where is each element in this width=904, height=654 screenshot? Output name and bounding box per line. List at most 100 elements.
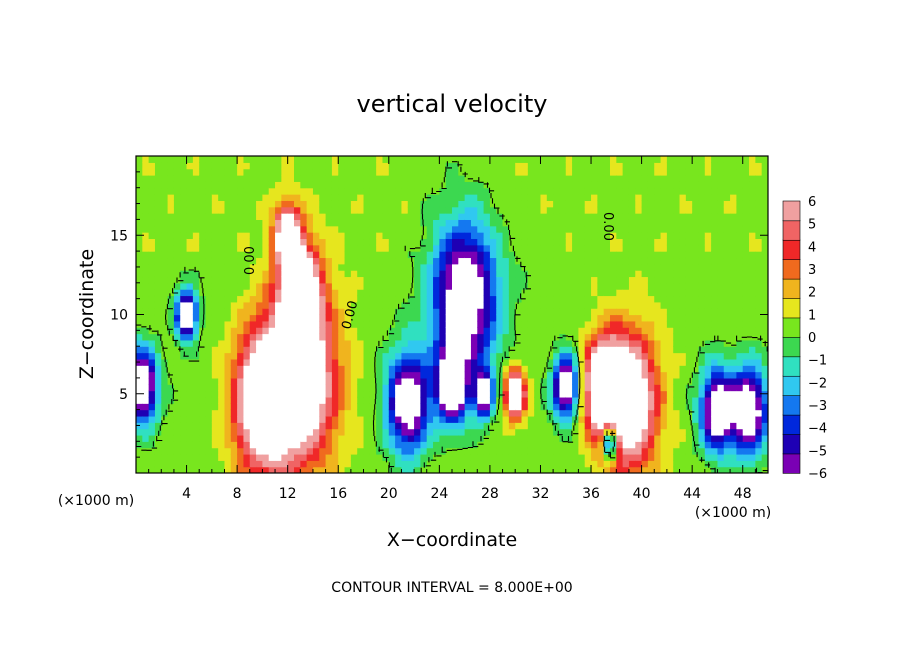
heatmap-cell xyxy=(540,219,548,227)
heatmap-cell xyxy=(205,308,213,316)
heatmap-cell xyxy=(698,270,706,278)
heatmap-cell xyxy=(180,447,188,455)
heatmap-cell xyxy=(521,390,529,398)
heatmap-cell xyxy=(382,352,390,360)
heatmap-cell xyxy=(477,270,485,278)
heatmap-cell xyxy=(628,156,636,163)
heatmap-cell xyxy=(761,460,768,468)
heatmap-cell xyxy=(388,390,396,398)
heatmap-cell xyxy=(761,466,768,473)
heatmap-cell xyxy=(641,314,649,322)
heatmap-cell xyxy=(515,371,523,379)
heatmap-cell xyxy=(742,422,750,430)
heatmap-cell xyxy=(527,282,535,290)
heatmap-cell xyxy=(211,396,219,404)
heatmap-cell xyxy=(534,447,542,455)
heatmap-cell xyxy=(572,428,579,436)
heatmap-cell xyxy=(704,225,712,233)
heatmap-cell xyxy=(186,371,194,379)
heatmap-cell xyxy=(199,206,207,214)
heatmap-cell xyxy=(407,270,415,278)
heatmap-cell xyxy=(452,289,459,297)
heatmap-cell xyxy=(230,282,238,290)
heatmap-cell xyxy=(679,346,687,354)
heatmap-cell xyxy=(382,339,390,347)
heatmap-cell xyxy=(496,441,504,449)
heatmap-cell xyxy=(331,308,339,316)
heatmap-cell xyxy=(749,460,756,468)
heatmap-cell xyxy=(628,320,636,328)
heatmap-cell xyxy=(736,352,744,360)
heatmap-cell xyxy=(382,415,390,423)
heatmap-cell xyxy=(161,168,169,176)
heatmap-cell xyxy=(565,352,573,360)
heatmap-cell xyxy=(350,181,358,189)
heatmap-cell xyxy=(445,194,453,201)
heatmap-cell xyxy=(584,441,592,449)
heatmap-cell xyxy=(142,156,150,163)
heatmap-cell xyxy=(401,263,409,271)
heatmap-cell xyxy=(730,441,737,449)
heatmap-cell xyxy=(218,390,226,398)
heatmap-cell xyxy=(591,194,598,201)
heatmap-cell xyxy=(186,384,194,392)
heatmap-cell xyxy=(591,320,598,328)
heatmap-cell xyxy=(224,168,232,176)
heatmap-cell xyxy=(281,447,289,455)
heatmap-cell xyxy=(445,308,453,316)
heatmap-cell xyxy=(584,415,592,423)
heatmap-cell xyxy=(477,295,485,303)
heatmap-cell xyxy=(502,460,510,468)
heatmap-cell xyxy=(483,232,491,240)
heatmap-cell xyxy=(698,320,706,328)
heatmap-cell xyxy=(268,339,276,347)
heatmap-cell xyxy=(262,244,270,252)
heatmap-cell xyxy=(521,460,529,468)
heatmap-cell xyxy=(723,428,731,436)
heatmap-cell xyxy=(610,403,617,411)
heatmap-cell xyxy=(243,181,251,189)
heatmap-cell xyxy=(395,422,403,430)
heatmap-cell xyxy=(420,263,428,271)
heatmap-cell xyxy=(237,276,245,284)
heatmap-cell xyxy=(142,453,150,461)
heatmap-cell xyxy=(761,276,768,284)
heatmap-cell xyxy=(597,181,605,189)
heatmap-cell xyxy=(641,194,649,201)
heatmap-cell xyxy=(660,206,668,214)
heatmap-cell xyxy=(572,200,579,208)
heatmap-cell xyxy=(211,289,219,297)
heatmap-cell xyxy=(679,156,687,163)
heatmap-cell xyxy=(496,352,504,360)
heatmap-cell xyxy=(578,308,586,316)
heatmap-cell xyxy=(666,447,674,455)
heatmap-cell xyxy=(496,162,504,170)
heatmap-cell xyxy=(635,263,643,271)
heatmap-cell xyxy=(224,352,232,360)
heatmap-cell xyxy=(376,282,384,290)
heatmap-cell xyxy=(553,314,561,322)
heatmap-cell xyxy=(660,225,668,233)
heatmap-cell xyxy=(401,289,409,297)
heatmap-cell xyxy=(534,175,542,182)
heatmap-cell xyxy=(660,308,668,316)
heatmap-cell xyxy=(325,396,333,404)
heatmap-cell xyxy=(369,200,377,208)
heatmap-cell xyxy=(369,396,377,404)
heatmap-cell xyxy=(376,168,384,176)
heatmap-cell xyxy=(489,466,497,473)
heatmap-cell xyxy=(470,403,478,411)
heatmap-cell xyxy=(388,403,396,411)
heatmap-cell xyxy=(331,352,339,360)
heatmap-cell xyxy=(755,168,763,176)
heatmap-cell xyxy=(142,187,150,195)
heatmap-cell xyxy=(180,194,188,201)
heatmap-cell xyxy=(331,441,339,449)
heatmap-cell xyxy=(698,156,706,163)
heatmap-cell xyxy=(698,339,706,347)
heatmap-cell xyxy=(464,238,472,246)
heatmap-cell xyxy=(344,270,352,278)
heatmap-cell xyxy=(698,251,706,259)
heatmap-cell xyxy=(584,428,592,436)
heatmap-cell xyxy=(136,194,143,201)
